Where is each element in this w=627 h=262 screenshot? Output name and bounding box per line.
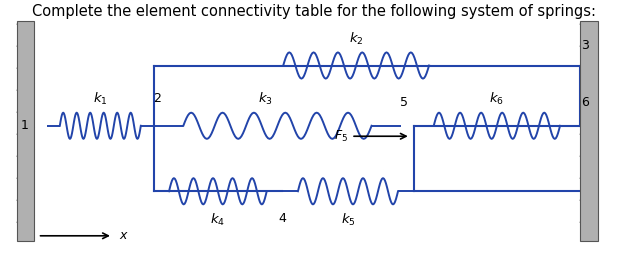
Text: $k_6$: $k_6$ bbox=[490, 91, 504, 107]
Text: 1: 1 bbox=[20, 119, 28, 132]
Bar bbox=[17, 21, 34, 241]
Text: 4: 4 bbox=[278, 212, 286, 225]
Text: 2: 2 bbox=[153, 92, 161, 105]
Text: $x$: $x$ bbox=[119, 229, 129, 242]
Text: 5: 5 bbox=[399, 96, 408, 109]
Text: $k_2$: $k_2$ bbox=[349, 31, 364, 47]
Text: Complete the element connectivity table for the following system of springs:: Complete the element connectivity table … bbox=[31, 4, 596, 19]
Text: 6: 6 bbox=[581, 96, 589, 109]
Bar bbox=[580, 21, 598, 241]
Text: $k_5$: $k_5$ bbox=[340, 212, 356, 228]
Text: $k_1$: $k_1$ bbox=[93, 91, 108, 107]
Text: $F_5$: $F_5$ bbox=[334, 129, 348, 144]
Text: 3: 3 bbox=[581, 39, 589, 52]
Text: $k_3$: $k_3$ bbox=[258, 91, 272, 107]
Text: $k_4$: $k_4$ bbox=[211, 212, 225, 228]
